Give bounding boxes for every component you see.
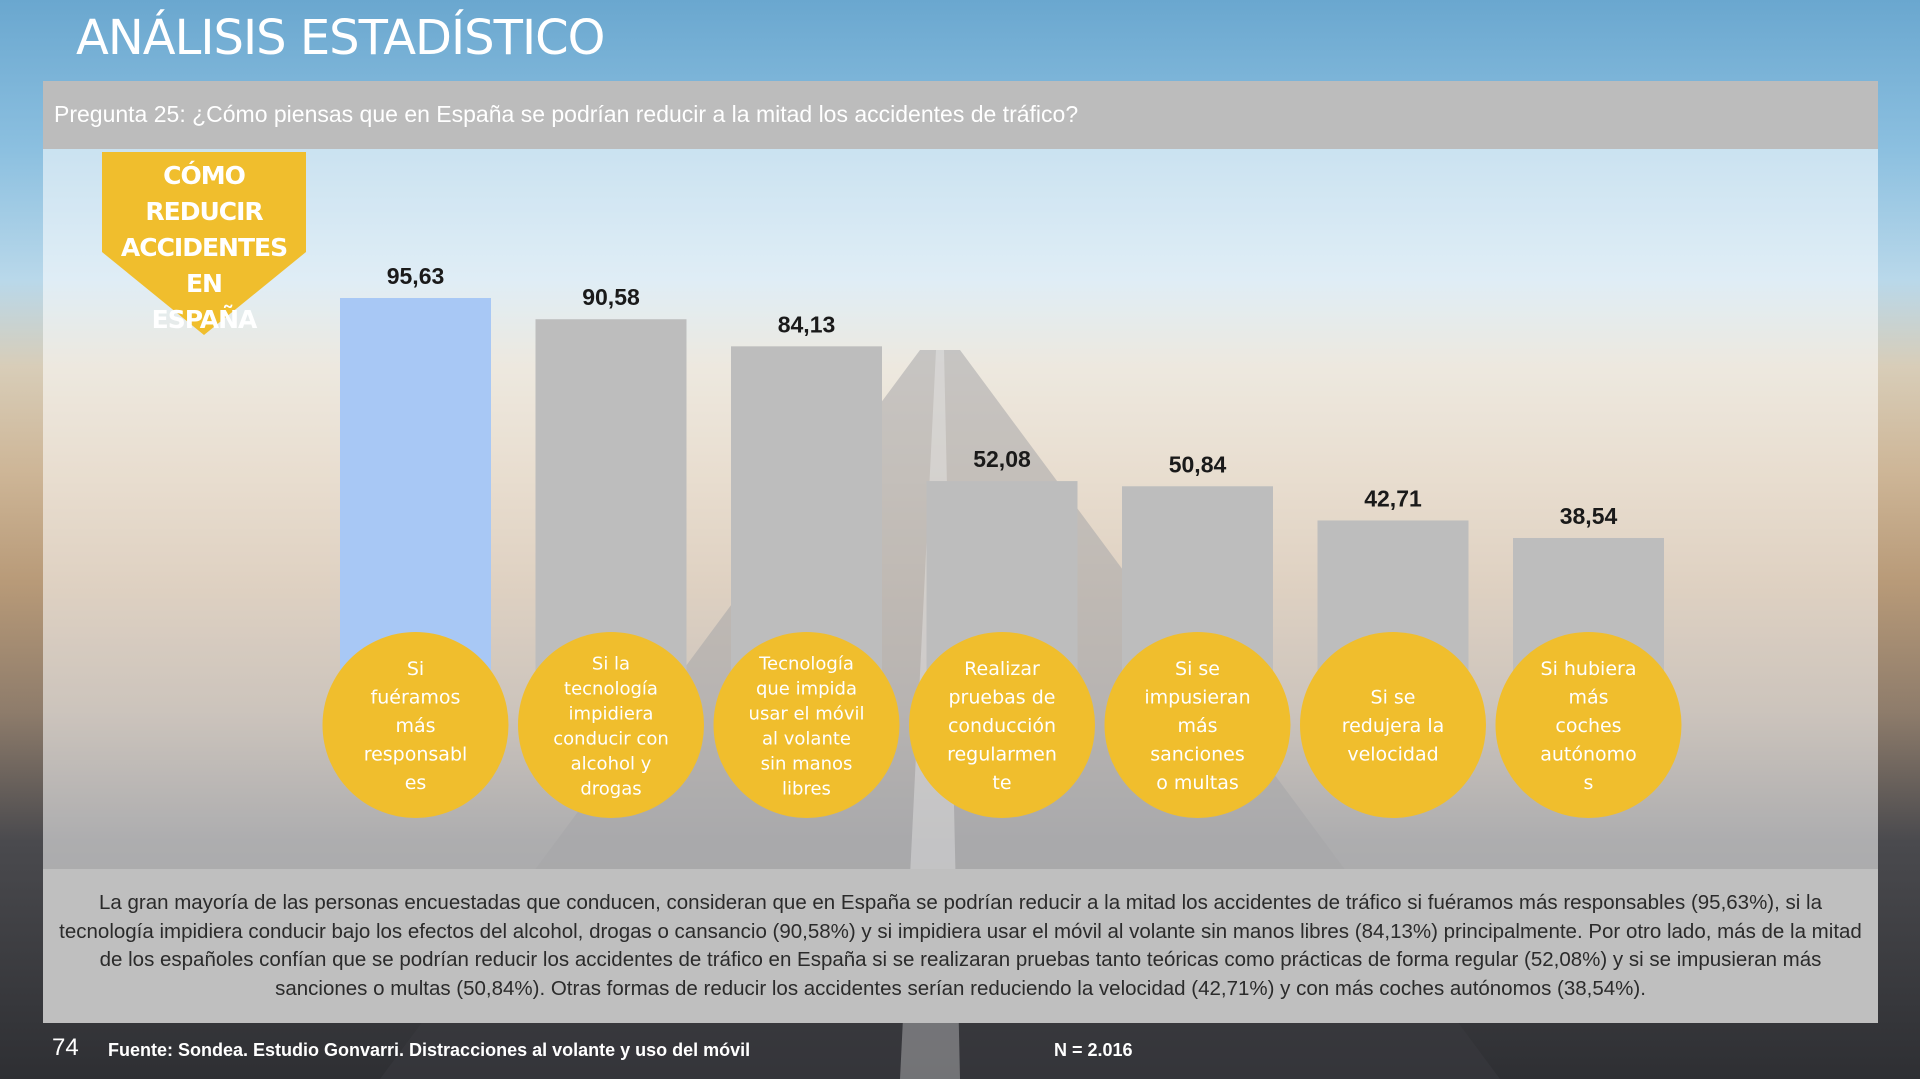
bar-value-label: 50,84: [1169, 451, 1227, 477]
category-circle: [1495, 632, 1682, 818]
footer: 74 Fuente: Sondea. Estudio Gonvarri. Dis…: [0, 1030, 1920, 1079]
bar-value-label: 90,58: [582, 284, 640, 310]
sample-size: N = 2.016: [1054, 1040, 1133, 1060]
category-circle: [1104, 632, 1291, 818]
page-number: 74: [52, 1034, 79, 1061]
summary-text: La gran mayoría de las personas encuesta…: [59, 891, 1862, 1000]
category-label: Tecnología que impida usar el móvil al vola…: [749, 654, 865, 800]
category-circle: [1300, 632, 1486, 818]
category-label: Si fuéramos más responsabl es: [364, 658, 468, 794]
badge-line: ACCIDENTES EN: [120, 233, 288, 298]
bar-value-label: 95,63: [387, 263, 445, 289]
question-bar: Pregunta 25: ¿Cómo piensas que en España…: [43, 81, 1878, 149]
page-title: ANÁLISIS ESTADÍSTICO: [76, 10, 605, 66]
badge-line: ESPAÑA: [151, 305, 258, 334]
bar-value-label: 38,54: [1560, 503, 1618, 529]
category-label: Realizar pruebas de conducción regularmen te: [947, 658, 1057, 794]
section-badge: CÓMO REDUCIR ACCIDENTES EN ESPAÑA: [102, 152, 306, 335]
category-label: Si la tecnología impidiera conducir con alco…: [553, 654, 669, 800]
bar-value-label: 84,13: [778, 311, 836, 337]
badge-shape: [102, 152, 306, 335]
category-label: Si hubiera más coches autónomo s: [1540, 658, 1637, 794]
category-label: Si se impusieran más sanciones o multas: [1144, 658, 1250, 794]
category-circle: [322, 632, 509, 818]
bar-value-label: 42,71: [1364, 485, 1422, 511]
source-note: Fuente: Sondea. Estudio Gonvarri. Distra…: [108, 1040, 751, 1060]
category-label: Si se redujera la velocidad: [1342, 687, 1445, 766]
bar-value-label: 52,08: [973, 446, 1031, 472]
question-text: Pregunta 25: ¿Cómo piensas que en España…: [54, 101, 1079, 127]
category-circle: [909, 632, 1095, 818]
summary-panel: La gran mayoría de las personas encuesta…: [43, 869, 1878, 1023]
badge-title: CÓMO REDUCIR ACCIDENTES EN ESPAÑA: [102, 158, 306, 338]
badge-line: CÓMO REDUCIR: [145, 161, 263, 226]
category-circle: [518, 632, 704, 818]
category-circle: [713, 632, 900, 818]
